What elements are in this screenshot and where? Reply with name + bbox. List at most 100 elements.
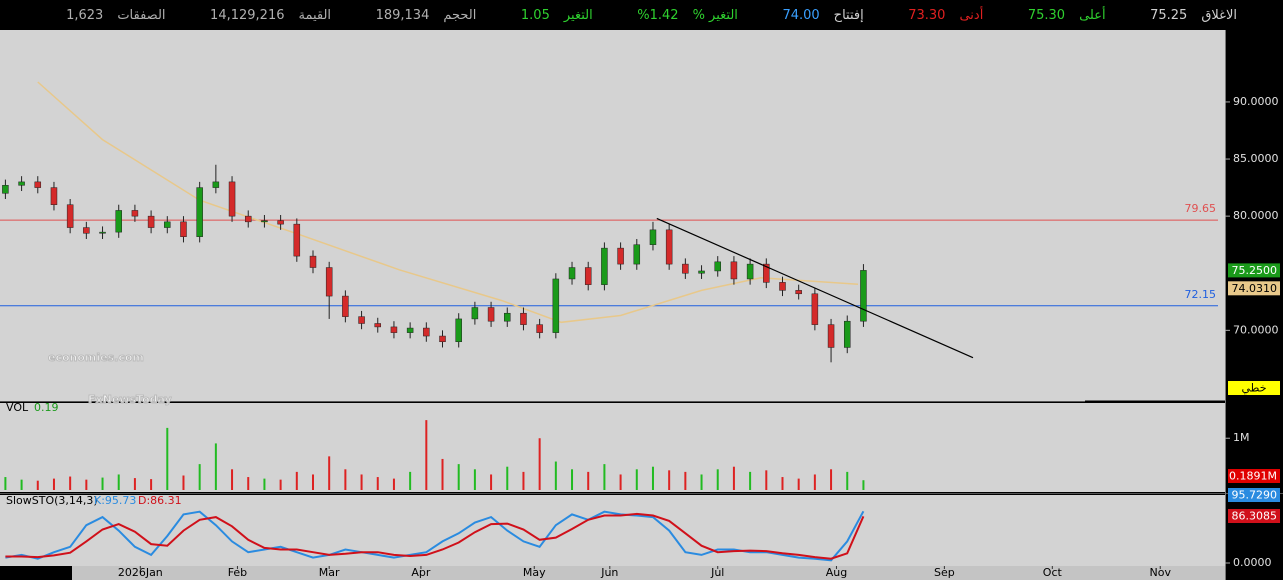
trendline [656, 217, 974, 359]
stat-label: إفتتاح [833, 7, 864, 23]
indicator-value: 0.19 [34, 401, 59, 414]
volume-bar [554, 461, 557, 490]
volume-bar [133, 478, 136, 490]
stat: القيمة 14,129,216 [196, 8, 331, 23]
volume-bar [20, 479, 23, 490]
candle-body [244, 215, 252, 223]
candle-body [471, 307, 479, 320]
stat-value: 14,129,216 [210, 7, 285, 23]
volume-bar [732, 466, 735, 490]
candle-body [228, 181, 236, 217]
candle-body [390, 326, 398, 333]
volume-bar [700, 474, 703, 490]
stoch-badge-box [1228, 509, 1280, 523]
candle-body [180, 221, 187, 237]
ma-badge-box [1228, 281, 1280, 296]
volume-bar [360, 474, 363, 490]
volume-bar [651, 466, 654, 490]
candle-body [811, 293, 819, 325]
volume-bar [247, 477, 250, 490]
candle-body [552, 278, 560, 333]
volume-bar [506, 466, 509, 490]
stat-label: التغير [563, 7, 593, 23]
volume-bar [603, 464, 606, 490]
volume-bar [295, 471, 298, 490]
candle-body [584, 267, 592, 285]
candle-body [423, 327, 430, 337]
watermark: economies.com [48, 351, 144, 364]
volume-bar [85, 479, 88, 490]
candle-body [99, 231, 106, 234]
candle-body [795, 290, 802, 295]
candle-body [277, 220, 284, 225]
volume-bar [52, 478, 55, 490]
candle-body [34, 181, 42, 188]
stoch-line [5, 512, 865, 560]
legend-entry: K:95.73 [94, 494, 136, 507]
volume-bar [571, 469, 574, 490]
candle-body [196, 187, 203, 237]
candle-body [358, 316, 365, 324]
y-tick-label: 90.0000 [1233, 95, 1279, 108]
x-tick-label: Jun [600, 566, 618, 579]
volume-bar [846, 471, 849, 490]
y-tick-label: 70.0000 [1233, 323, 1279, 336]
stat: أدنى 73.30 [894, 8, 983, 23]
volume-bar [231, 469, 234, 490]
x-tick-label: Feb [228, 566, 247, 579]
stat-value: 75.30 [1027, 7, 1066, 23]
volume-bar [311, 474, 314, 490]
candle-body [649, 229, 657, 245]
stoch-badge: 95.7290 [1228, 488, 1280, 502]
x-tick-label: Mar [319, 566, 340, 579]
candle-body [164, 221, 171, 228]
volume-bar [214, 443, 217, 490]
stat: الحجم 189,134 [362, 8, 477, 23]
stat-label: القيمة [298, 7, 332, 23]
volume-bar [409, 471, 412, 490]
candle-body [18, 181, 25, 186]
volume-bar [749, 471, 752, 490]
volume-bar [392, 478, 395, 490]
scale-badge-text: خطي [1242, 382, 1267, 395]
price-panel [0, 30, 1225, 401]
last-price-badge: 75.2500 [1228, 263, 1280, 278]
stoch-badge-box [1228, 488, 1280, 502]
candle-body [827, 324, 835, 348]
x-tick-label: Aug [826, 566, 847, 579]
volume-bar [328, 456, 331, 490]
candle-body [763, 263, 770, 283]
candle-body [439, 335, 446, 343]
stoch-badge: 86.3085 [1228, 509, 1280, 523]
x-tick-label: Apr [411, 566, 431, 579]
candle-body [617, 247, 624, 265]
candle-body [325, 267, 333, 297]
stat-value: 1,623 [66, 7, 104, 23]
candle-body [520, 312, 527, 325]
volume-bar [198, 464, 201, 490]
volume-bar [166, 427, 169, 490]
candle-body [730, 261, 738, 280]
candle-body [714, 261, 721, 272]
stoch-panel [0, 495, 1225, 566]
volume-bar [716, 469, 719, 490]
stat-label: أدنى [959, 7, 984, 23]
candle-body [374, 323, 382, 328]
volume-bar [765, 470, 768, 490]
volume-bar [263, 478, 266, 490]
stat-value: 75.25 [1150, 7, 1188, 23]
candle-body [131, 210, 139, 217]
candle-body [309, 255, 317, 268]
volume-bar [36, 480, 39, 490]
stat-value: 1.42% [637, 7, 679, 23]
volume-badge-text: 0.1891M [1229, 470, 1277, 483]
candle-body [455, 318, 462, 343]
volume-bar [101, 477, 104, 490]
volume-bar [797, 478, 800, 490]
y-tick-label: 1M [1233, 431, 1250, 444]
candle-body [601, 247, 608, 285]
stat-label: التغير % [692, 7, 738, 23]
volume-bar [830, 469, 833, 490]
x-tick-label: Oct [1043, 566, 1063, 579]
